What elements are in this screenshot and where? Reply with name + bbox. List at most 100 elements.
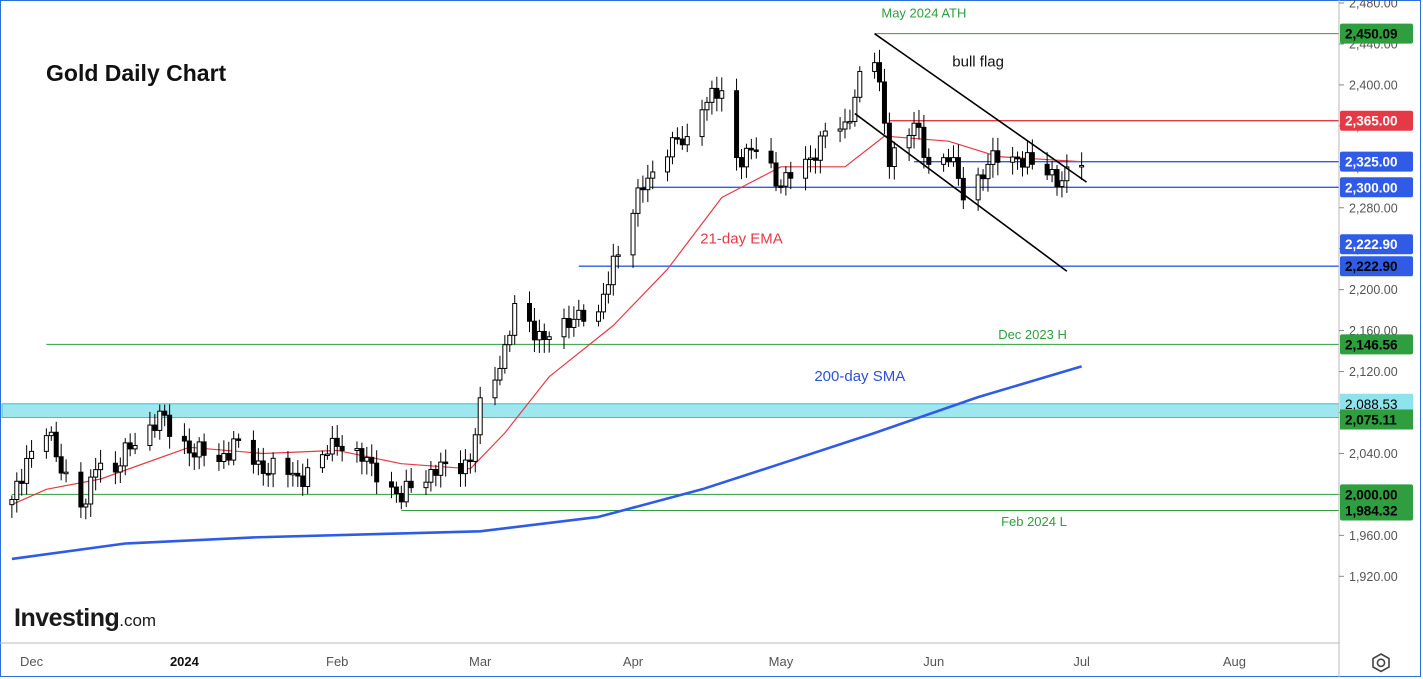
candle-body <box>645 177 651 191</box>
candle-body <box>886 122 892 168</box>
settings-button[interactable] <box>1368 651 1394 673</box>
candle-body <box>1019 158 1025 168</box>
y-tick-label: 1,920.00 <box>1349 570 1398 584</box>
candle-body <box>191 452 197 458</box>
y-tick-label: 2,280.00 <box>1349 201 1398 215</box>
candle-body <box>1015 156 1021 160</box>
candle-body <box>615 254 621 257</box>
candle-body <box>502 344 508 369</box>
level-badge-2-label: 2,325.00 <box>1345 155 1398 170</box>
candle-body <box>546 336 552 341</box>
candle-body <box>58 456 64 474</box>
level-badge-5-bg <box>1340 334 1413 355</box>
candle-body <box>88 476 94 505</box>
candle-body <box>605 284 611 295</box>
candle-body <box>290 472 296 476</box>
annotation-0: May 2024 ATH <box>881 5 966 20</box>
y-tick-label: 2,040.00 <box>1349 447 1398 461</box>
candle-body <box>1029 152 1035 165</box>
candle-body <box>709 87 715 103</box>
candle-body <box>236 438 242 441</box>
candle-body <box>536 330 542 341</box>
annotation-4: Dec 2023 H <box>998 327 1067 342</box>
level-badge-2-bg <box>1340 151 1413 172</box>
candle-body <box>231 438 237 461</box>
level-badge-7-bg <box>1340 500 1413 521</box>
candle-body <box>714 87 720 99</box>
candle-body <box>132 445 138 450</box>
candle-body <box>78 471 84 508</box>
level-badge-1-label: 2,365.00 <box>1345 114 1398 129</box>
y-tick-label: 1,960.00 <box>1349 529 1398 543</box>
candle-body <box>635 187 641 214</box>
candle-body <box>250 439 256 465</box>
level-badge-4-bg <box>1340 256 1413 277</box>
candle-body <box>669 137 675 158</box>
zone-badge-high-bg <box>1340 393 1413 414</box>
level-badge-1-bg <box>1340 110 1413 131</box>
candle-body <box>408 480 414 489</box>
flag-line-0 <box>874 33 1088 183</box>
candle-body <box>364 456 370 462</box>
level-badge-5-label: 2,146.56 <box>1345 337 1398 352</box>
y-tick-label: 2,120.00 <box>1349 365 1398 379</box>
candle-body <box>768 150 774 164</box>
candle-body <box>600 293 606 313</box>
candle-body <box>285 457 291 475</box>
candle-body <box>507 334 513 346</box>
candle-body <box>127 442 133 450</box>
candle-body <box>990 150 996 165</box>
annotations: May 2024 ATH bull flag 21-day EMA 200-day S… <box>700 5 1067 529</box>
candle-body <box>788 172 794 179</box>
candle-body <box>63 471 69 475</box>
level-badge-6-bg <box>1340 484 1413 505</box>
candle-body <box>980 174 986 180</box>
level-badge-3-label: 2,300.00 <box>1345 180 1398 195</box>
x-tick-Jul: Jul <box>1073 654 1090 669</box>
candle-body <box>221 453 227 463</box>
gear-icon <box>1372 653 1390 673</box>
candle-body <box>112 462 118 473</box>
candle-body <box>630 212 636 256</box>
candle-body <box>201 441 207 456</box>
candle-body <box>566 317 572 328</box>
candle-body <box>1064 166 1070 182</box>
candle-body <box>443 461 449 465</box>
candle-body <box>270 457 276 475</box>
y-tick-label: 2,200.00 <box>1349 283 1398 297</box>
candle-body <box>911 122 917 136</box>
candle-body <box>457 463 463 475</box>
candle-body <box>388 481 394 488</box>
candle-body <box>857 70 863 98</box>
candle-body <box>295 472 301 477</box>
candle-body <box>596 311 602 322</box>
time-axis: Dec 2024 Feb Mar Apr May Jun Jul Aug <box>20 654 1246 669</box>
sma-200-line <box>11 365 1082 561</box>
candle-body <box>571 318 577 328</box>
candle-body <box>674 137 680 140</box>
candle-body <box>803 158 809 179</box>
candle-body <box>783 172 789 187</box>
candle-body <box>576 309 582 320</box>
candle-body <box>640 187 646 191</box>
candle-body <box>492 379 498 399</box>
candle-body <box>1044 163 1050 176</box>
candle-body <box>817 135 823 161</box>
brand-suffix: .com <box>119 611 157 630</box>
candle-body <box>472 434 478 462</box>
candle-body <box>19 480 25 484</box>
candle-body <box>319 454 325 469</box>
level-badge-4-label: 2,222.90 <box>1345 259 1398 274</box>
candle-body <box>955 157 961 179</box>
candle-body <box>265 472 271 476</box>
candle-body <box>926 156 932 165</box>
candle-body <box>29 450 35 459</box>
zone-badge-high-label: 2,088.53 <box>1345 397 1398 412</box>
support-zone <box>1 403 1340 419</box>
candle-body <box>684 136 690 146</box>
x-tick-Aug: Aug <box>1223 654 1246 669</box>
candle-body <box>147 424 153 447</box>
candle-body <box>216 454 222 463</box>
